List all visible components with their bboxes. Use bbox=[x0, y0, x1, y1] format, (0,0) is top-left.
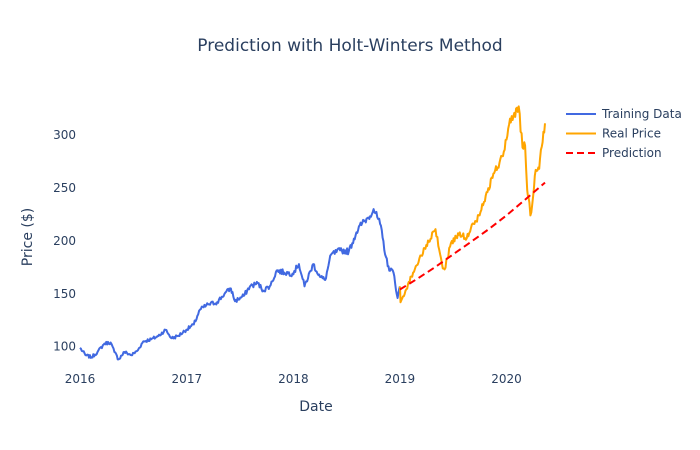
legend-label: Prediction bbox=[602, 146, 662, 160]
y-tick-label: 250 bbox=[53, 181, 76, 195]
y-tick-label: 200 bbox=[53, 234, 76, 248]
x-tick-label: 2017 bbox=[172, 372, 203, 386]
x-tick-label: 2016 bbox=[65, 372, 96, 386]
y-axis-title: Price ($) bbox=[20, 208, 36, 266]
plot-area bbox=[79, 105, 546, 361]
legend-label: Training Data bbox=[601, 107, 682, 121]
series-line-training-data bbox=[79, 208, 401, 361]
x-axis-ticks: 2016 2017 2018 2019 2020 bbox=[65, 372, 522, 386]
x-axis-title: Date bbox=[299, 399, 332, 415]
x-tick-label: 2020 bbox=[491, 372, 522, 386]
y-tick-label: 100 bbox=[53, 340, 76, 354]
series-line-real-price bbox=[398, 105, 546, 304]
legend: Training Data Real Price Prediction bbox=[566, 107, 682, 160]
y-tick-label: 300 bbox=[53, 128, 76, 142]
x-tick-label: 2019 bbox=[385, 372, 416, 386]
y-tick-label: 150 bbox=[53, 287, 76, 301]
chart-title: Prediction with Holt-Winters Method bbox=[197, 36, 502, 56]
series-line-prediction bbox=[399, 181, 546, 291]
legend-label: Real Price bbox=[602, 127, 661, 141]
y-axis-ticks: 100 150 200 250 300 bbox=[53, 128, 76, 354]
x-tick-label: 2018 bbox=[278, 372, 309, 386]
